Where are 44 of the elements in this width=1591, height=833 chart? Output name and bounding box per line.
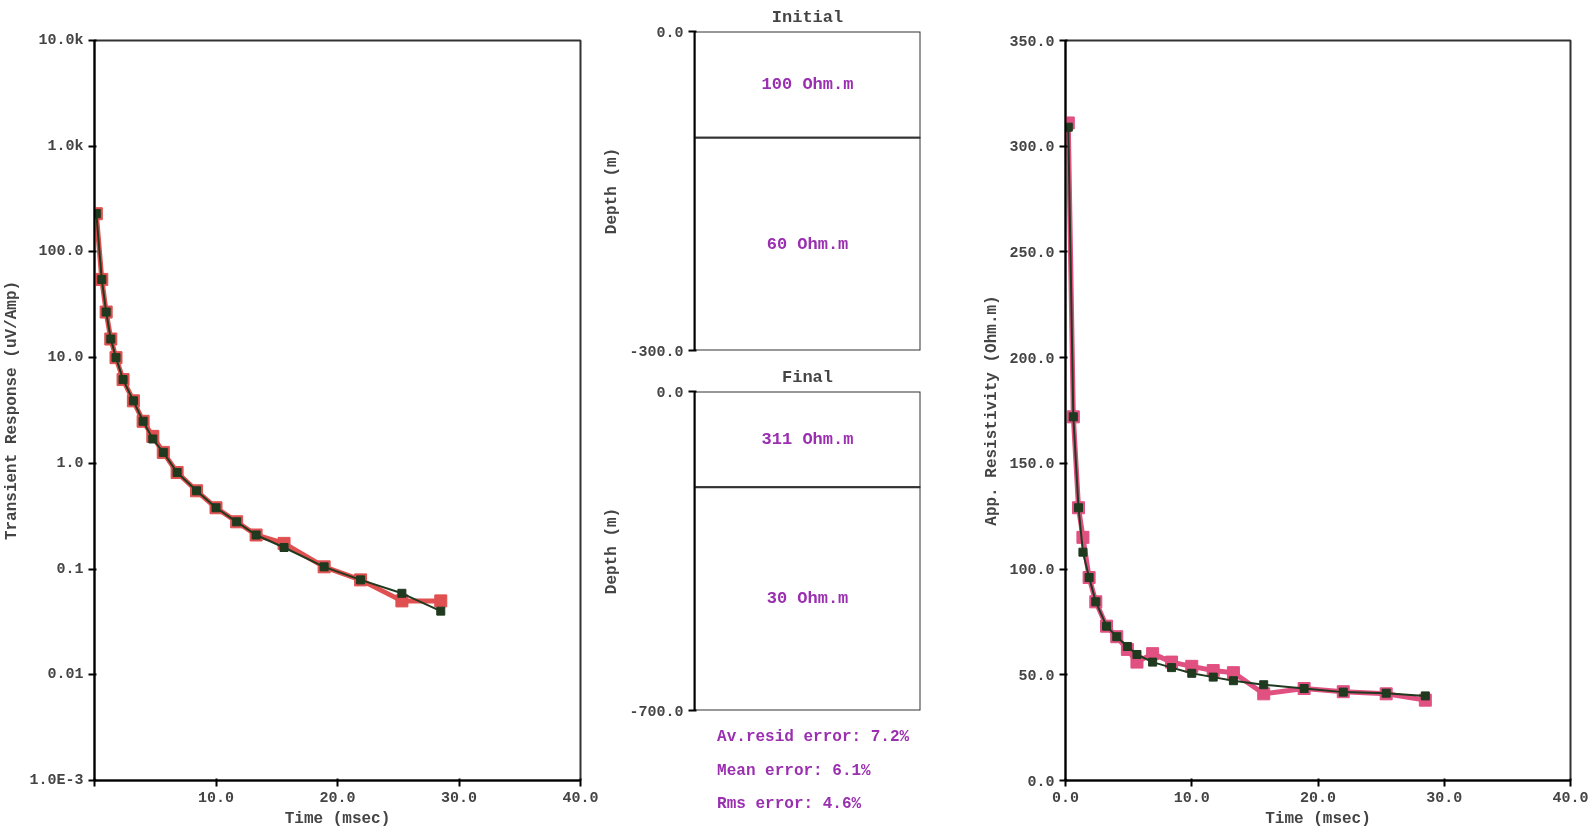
y-tick-label: 1.0k <box>47 137 84 155</box>
y-axis-title: Transient Response (uV/Amp) <box>3 280 22 541</box>
y-tick-label: -300.0 <box>629 343 684 361</box>
x-tick-label: 10.0 <box>1173 789 1210 807</box>
y-tick-label: 300.0 <box>1009 139 1055 157</box>
chart-title: Final <box>782 367 834 387</box>
y-tick-label: 100.0 <box>1009 562 1055 580</box>
series-label: 311 Ohm.m <box>761 429 854 449</box>
y-tick-label: 350.0 <box>1009 33 1055 51</box>
y-tick-label: 150.0 <box>1009 456 1055 474</box>
x-tick-label: 20.0 <box>1300 789 1337 807</box>
y-tick-label: 100.0 <box>38 243 84 261</box>
y-tick-label: 0.0 <box>1027 773 1055 791</box>
series-label: 100 Ohm.m <box>761 75 854 95</box>
y-axis-title: Depth (m) <box>603 507 622 595</box>
x-tick-label: 10.0 <box>198 789 235 807</box>
y-tick-label: -700.0 <box>629 703 684 721</box>
y-tick-label: 200.0 <box>1009 350 1055 368</box>
y-axis-title: App. Resistivity (Ohm.m) <box>983 295 1002 526</box>
x-axis-title: Time (msec) <box>1265 809 1371 828</box>
y-tick-label: 10.0k <box>38 32 84 49</box>
y-tick-label: 0.01 <box>47 666 84 684</box>
x-axis-title: Time (msec) <box>284 809 391 828</box>
text: Av.resid error: 7.2% <box>717 728 910 747</box>
text: Mean error: 6.1% <box>717 761 872 780</box>
series-label: 30 Ohm.m <box>766 589 849 609</box>
y-tick-label: 0.0 <box>656 24 684 42</box>
y-tick-label: 250.0 <box>1009 244 1055 262</box>
chart-title: Initial <box>771 7 844 27</box>
x-tick-label: 0.0 <box>1052 789 1080 807</box>
y-axis-title: Depth (m) <box>603 147 622 235</box>
text: Rms error: 4.6% <box>717 794 862 813</box>
y-tick-label: 10.0 <box>47 349 84 367</box>
y-tick-label: 1.0 <box>56 454 84 472</box>
y-tick-label: 1.0E-3 <box>29 772 84 789</box>
x-tick-label: 20.0 <box>319 789 356 807</box>
series-label: 60 Ohm.m <box>766 234 849 254</box>
x-tick-label: 40.0 <box>1552 789 1589 807</box>
x-tick-label: 30.0 <box>1426 789 1463 807</box>
x-tick-label: 40.0 <box>562 789 599 807</box>
y-tick-label: 0.1 <box>56 560 84 578</box>
y-tick-label: 0.0 <box>656 384 684 402</box>
x-tick-label: 30.0 <box>441 789 478 807</box>
y-tick-label: 50.0 <box>1018 667 1055 685</box>
